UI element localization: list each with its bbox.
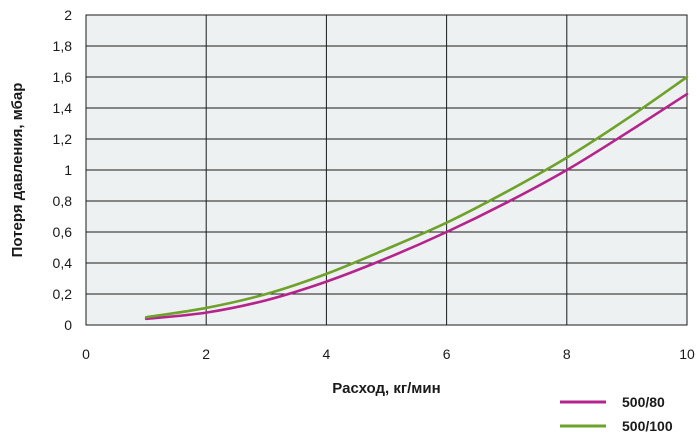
x-tick-label: 0 bbox=[82, 346, 90, 362]
x-axis-label: Расход, кг/мин bbox=[332, 380, 440, 397]
y-tick-label: 1,8 bbox=[53, 38, 73, 54]
x-tick-label: 2 bbox=[202, 346, 210, 362]
y-tick-label: 0,4 bbox=[53, 255, 73, 271]
y-tick-label: 0,2 bbox=[53, 286, 73, 302]
y-tick-label: 1,4 bbox=[53, 100, 73, 116]
y-tick-label: 1 bbox=[64, 162, 72, 178]
y-tick-label: 0,6 bbox=[53, 224, 73, 240]
series-line-1 bbox=[144, 75, 689, 319]
x-tick-label: 8 bbox=[563, 346, 571, 362]
y-tick-label: 2 bbox=[64, 7, 72, 23]
series-lines bbox=[144, 75, 689, 321]
y-tick-label: 1,2 bbox=[53, 131, 73, 147]
y-tick-label: 1,6 bbox=[53, 69, 73, 85]
legend: 500/80 500/100 bbox=[560, 394, 673, 433]
grid bbox=[85, 14, 688, 326]
y-axis-label: Потеря давления, мбар bbox=[9, 83, 26, 258]
x-tick-label: 6 bbox=[443, 346, 451, 362]
y-tick-label: 0,8 bbox=[53, 193, 73, 209]
x-tick-label: 10 bbox=[679, 346, 695, 362]
x-tick-label: 4 bbox=[323, 346, 331, 362]
y-tick-labels: 0 0,2 0,4 0,6 0,8 1 1,2 1,4 1,6 1,8 2 bbox=[53, 7, 73, 333]
legend-label-0: 500/80 bbox=[622, 394, 665, 410]
y-tick-label: 0 bbox=[64, 317, 72, 333]
x-tick-labels: 0 2 4 6 8 10 bbox=[82, 346, 695, 362]
series-line-0 bbox=[144, 92, 689, 321]
legend-label-1: 500/100 bbox=[622, 418, 673, 433]
